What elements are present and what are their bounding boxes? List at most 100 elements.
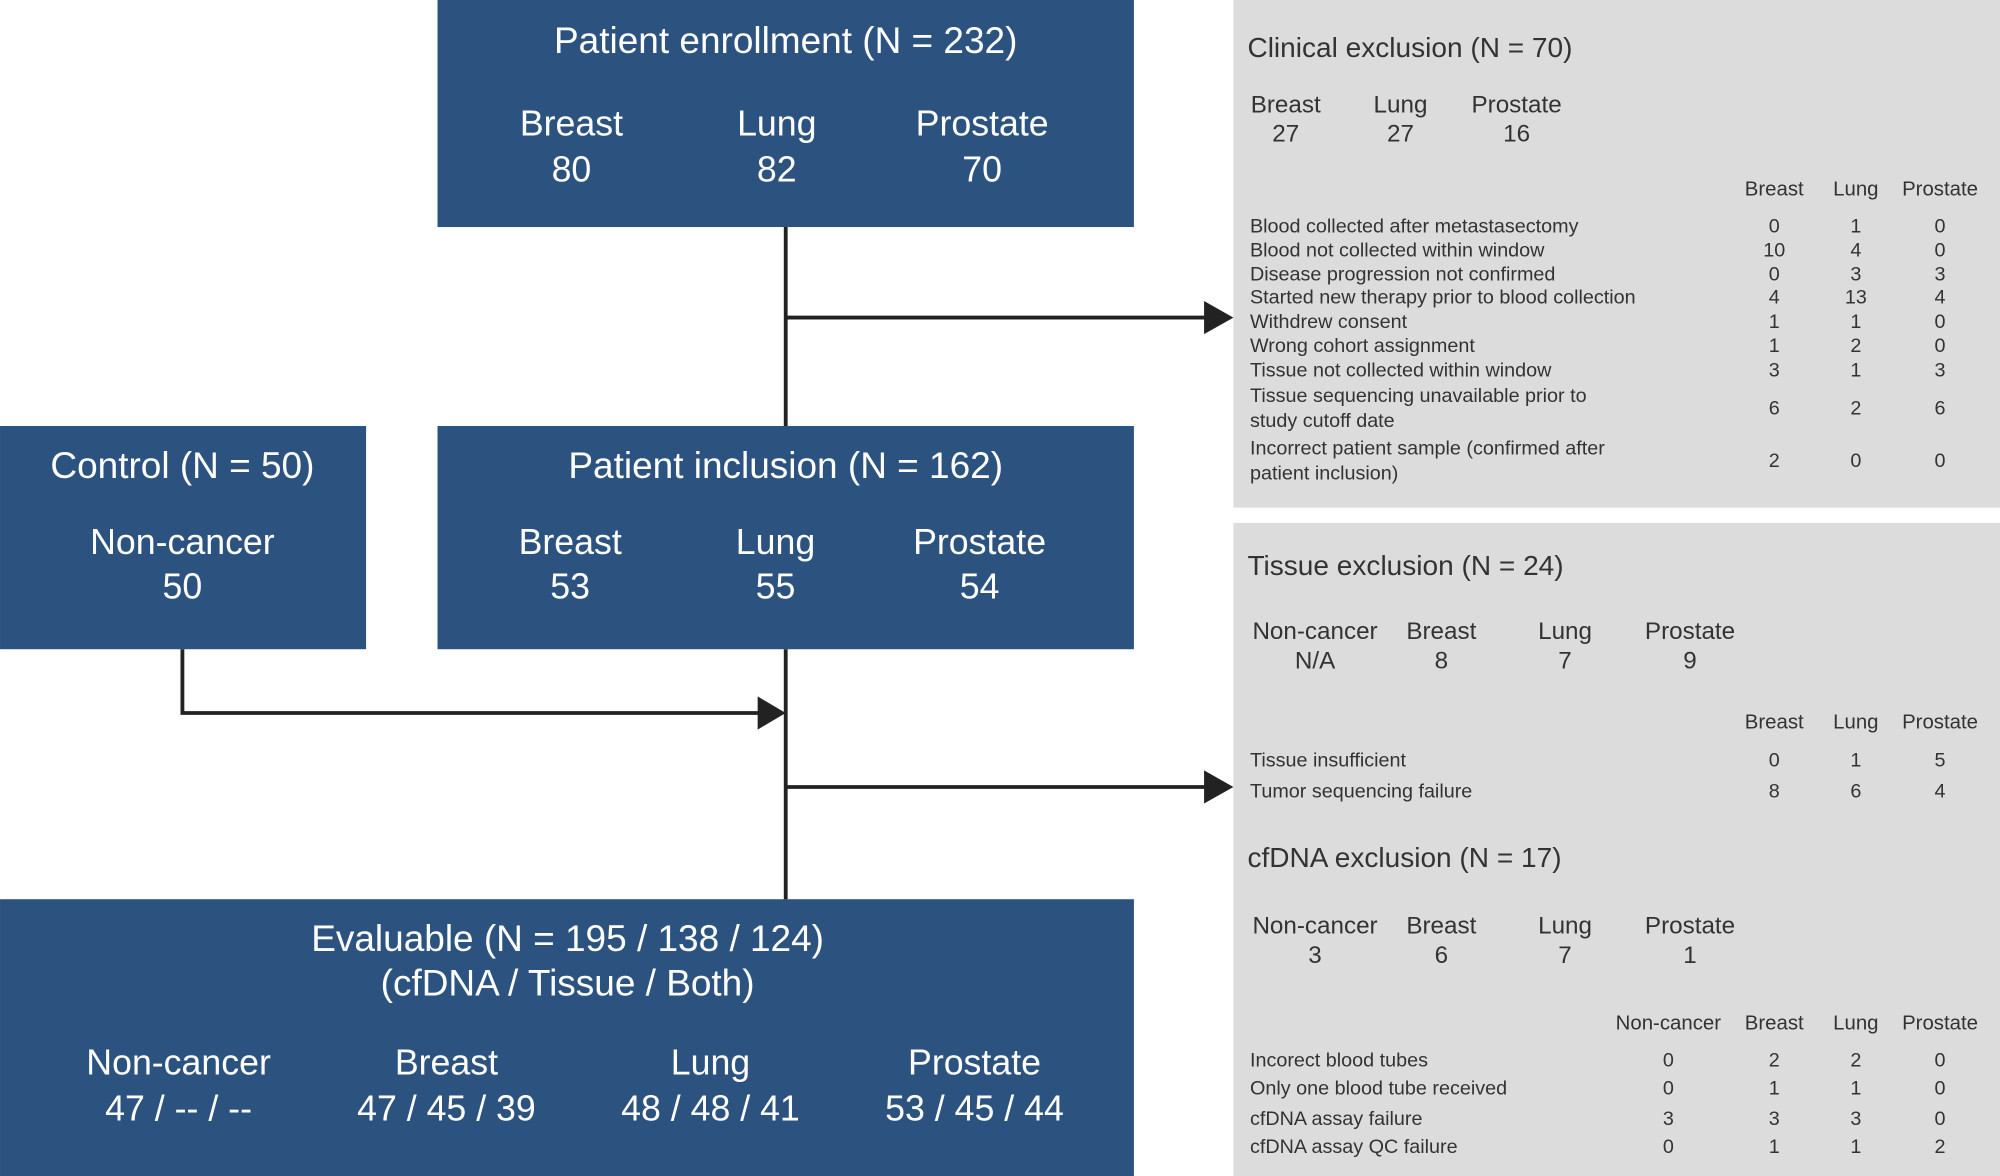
cell-value: 5: [1935, 750, 1946, 772]
cell-value: 0: [1850, 450, 1861, 472]
cell-value: 0: [1935, 335, 1946, 357]
cell-value: 6: [1935, 398, 1946, 420]
cell-value: 1: [1769, 1077, 1780, 1099]
cell-value: 0: [1935, 450, 1946, 472]
panel-title: Clinical exclusion (N = 70): [1247, 32, 1572, 63]
summary-value: 6: [1435, 942, 1448, 969]
row-label: Tissue insufficient: [1250, 750, 1407, 772]
cell-value: 1: [1850, 1077, 1861, 1099]
cell-value: 4: [1769, 287, 1780, 309]
group-label: Prostate: [913, 522, 1046, 562]
row-label: Disease progression not confirmed: [1250, 264, 1555, 286]
summary-value: 3: [1308, 942, 1321, 969]
exclusion-panel: [1233, 522, 2000, 1176]
group-value: 80: [552, 150, 592, 190]
cell-value: 1: [1850, 1136, 1861, 1158]
group-label: Non-cancer: [86, 1042, 271, 1082]
control-box: [0, 426, 367, 650]
cell-value: 1: [1850, 359, 1861, 381]
cell-value: 3: [1935, 359, 1946, 381]
row-label: cfDNA assay failure: [1250, 1108, 1422, 1130]
cell-value: 0: [1663, 1049, 1674, 1071]
group-value: 54: [960, 567, 1000, 607]
box-title: Control (N = 50): [50, 445, 314, 486]
group-label: Prostate: [916, 104, 1049, 144]
table-header: Prostate: [1902, 1013, 1978, 1035]
inclusion-box: [437, 426, 1134, 650]
summary-label: Non-cancer: [1252, 618, 1377, 645]
summary-value: 9: [1683, 647, 1696, 674]
table-header: Lung: [1833, 1013, 1878, 1035]
cell-value: 4: [1850, 239, 1861, 261]
panel-title: Tissue exclusion (N = 24): [1247, 550, 1563, 581]
group-label: Lung: [671, 1042, 750, 1082]
cell-value: 2: [1935, 1136, 1946, 1158]
row-label: Wrong cohort assignment: [1250, 335, 1475, 357]
row-label: Blood not collected within window: [1250, 239, 1545, 261]
table-header: Breast: [1745, 178, 1804, 200]
summary-value: 16: [1503, 121, 1530, 148]
cell-value: 3: [1663, 1108, 1674, 1130]
table-header: Prostate: [1902, 178, 1978, 200]
box-title: Patient inclusion (N = 162): [568, 445, 1003, 486]
cell-value: 2: [1850, 1049, 1861, 1071]
summary-value: 1: [1683, 942, 1696, 969]
group-value: 70: [962, 150, 1002, 190]
group-value: 47 / 45 / 39: [357, 1088, 536, 1128]
row-label: Tumor sequencing failure: [1250, 780, 1472, 802]
cell-value: 2: [1850, 398, 1861, 420]
cell-value: 3: [1769, 359, 1780, 381]
summary-value: 27: [1272, 121, 1299, 148]
row-label: Tissue sequencing unavailable prior to: [1250, 385, 1587, 407]
panel-title: cfDNA exclusion (N = 17): [1247, 842, 1561, 873]
summary-label: Lung: [1538, 618, 1592, 645]
cell-value: 0: [1935, 1108, 1946, 1130]
summary-value: 7: [1558, 942, 1571, 969]
group-value: 53 / 45 / 44: [885, 1088, 1064, 1128]
cell-value: 0: [1935, 1077, 1946, 1099]
table-header: Prostate: [1902, 712, 1978, 734]
row-label: patient inclusion): [1250, 462, 1398, 484]
cell-value: 1: [1850, 311, 1861, 333]
cell-value: 1: [1850, 750, 1861, 772]
summary-label: Lung: [1538, 913, 1592, 940]
summary-label: Breast: [1251, 91, 1321, 118]
row-label: Tissue not collected within window: [1250, 359, 1552, 381]
cell-value: 0: [1935, 215, 1946, 237]
group-value: 48 / 48 / 41: [621, 1088, 800, 1128]
summary-value: 7: [1558, 647, 1571, 674]
group-label: Prostate: [908, 1042, 1041, 1082]
cell-value: 1: [1769, 1136, 1780, 1158]
cell-value: 0: [1935, 311, 1946, 333]
summary-label: Prostate: [1471, 91, 1561, 118]
summary-value: N/A: [1295, 647, 1336, 674]
table-header: Breast: [1745, 712, 1804, 734]
table-header: Lung: [1833, 712, 1878, 734]
cell-value: 0: [1769, 264, 1780, 286]
group-label: Breast: [395, 1042, 498, 1082]
row-label: Only one blood tube received: [1250, 1077, 1507, 1099]
clinical-panel: [1233, 0, 2000, 508]
group-label: Non-cancer: [90, 522, 275, 562]
group-value: 50: [163, 567, 203, 607]
summary-label: Non-cancer: [1252, 913, 1377, 940]
connector: [180, 227, 1207, 900]
cell-value: 2: [1769, 450, 1780, 472]
cell-value: 1: [1769, 311, 1780, 333]
cell-value: 3: [1935, 264, 1946, 286]
cell-value: 2: [1769, 1049, 1780, 1071]
row-label: Incorect blood tubes: [1250, 1049, 1428, 1071]
cell-value: 6: [1769, 398, 1780, 420]
row-label: Started new therapy prior to blood colle…: [1250, 287, 1636, 309]
evaluable-box: [0, 899, 1134, 1176]
cell-value: 13: [1845, 287, 1867, 309]
group-value: 82: [757, 150, 797, 190]
group-label: Breast: [520, 104, 623, 144]
summary-label: Prostate: [1645, 913, 1735, 940]
enrollment-box: [437, 0, 1134, 228]
cell-value: 0: [1663, 1136, 1674, 1158]
cell-value: 6: [1850, 780, 1861, 802]
cell-value: 1: [1850, 215, 1861, 237]
summary-label: Breast: [1406, 618, 1476, 645]
